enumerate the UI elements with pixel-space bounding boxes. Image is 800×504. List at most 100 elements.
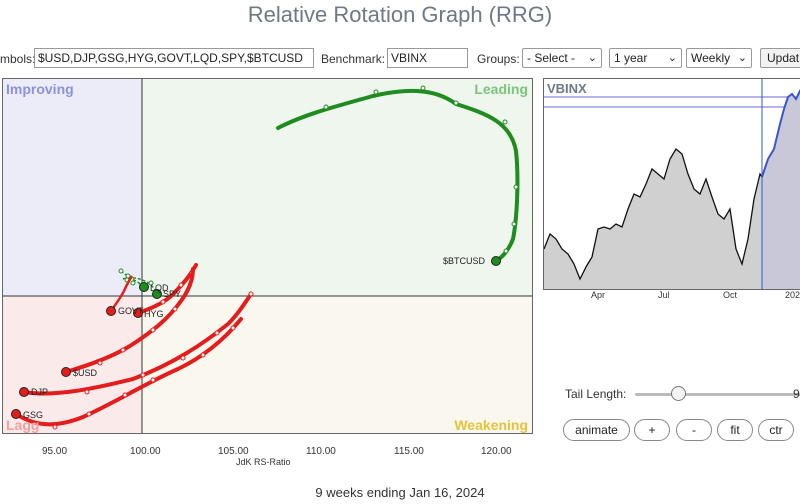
x-tick-label: 100.00: [130, 446, 161, 457]
symbol-head-btcusd: [491, 256, 501, 266]
frequency-select[interactable]: Weekly ⌄: [686, 48, 752, 68]
x-tick-label: 105.00: [218, 446, 249, 457]
tail-point: [513, 184, 519, 190]
tail-point: [150, 377, 156, 383]
symbol-label-hyg: HYG: [144, 309, 164, 319]
tail-usd: [64, 267, 195, 374]
toolbar: mbols: Benchmark: Groups: - Select - ⌄ 1…: [0, 48, 800, 70]
symbol-label-usd: $USD: [73, 368, 98, 378]
period-select[interactable]: 1 year ⌄: [609, 48, 682, 68]
tail-point: [373, 89, 379, 95]
x-tick-label: 115.00: [394, 446, 424, 457]
symbol-head-spy: [152, 289, 162, 299]
symbol-label-gsg: GSG: [23, 410, 43, 420]
quadrant-leading-bg: [142, 79, 532, 296]
rrg-plot[interactable]: $BTCUSD LQD SPY GOVT HYG $USD DJP GSG Im…: [2, 78, 533, 434]
tail-point: [502, 119, 508, 125]
tail-length-slider-track[interactable]: [635, 393, 800, 396]
benchmark-line-past: [544, 148, 763, 281]
groups-select[interactable]: - Select - ⌄: [522, 48, 602, 68]
mini-x-tick-label: 202: [785, 290, 800, 300]
tail-btcusd: [276, 88, 520, 263]
tail-point: [420, 85, 426, 91]
tail-point: [503, 248, 509, 254]
benchmark-chart-canvas: [544, 79, 800, 289]
period-caption: 9 weeks ending Jan 16, 2024: [315, 485, 485, 500]
fit-button[interactable]: fit: [717, 419, 753, 441]
benchmark-input[interactable]: [387, 48, 468, 68]
benchmark-line-recent: [761, 89, 800, 178]
tail-length-value: 9: [793, 387, 800, 401]
tail-point: [160, 299, 166, 305]
symbol-label-lqd: LQD: [150, 283, 169, 293]
period-select-value: 1 year: [614, 51, 648, 65]
symbols-input[interactable]: [34, 48, 314, 68]
benchmark-area-recent: [762, 91, 800, 289]
zoom-in-button[interactable]: +: [634, 419, 670, 441]
tail-point: [180, 355, 186, 361]
groups-label: Groups:: [477, 52, 520, 66]
mini-x-tick-label: Oct: [723, 290, 738, 300]
quadrant-label-lagging: Lagg: [6, 417, 40, 433]
x-tick-label: 120.00: [481, 446, 512, 457]
tail-point: [200, 352, 206, 358]
tail-point: [97, 360, 103, 366]
benchmark-chart-title: VBINX: [547, 81, 587, 96]
symbol-head-usd: [61, 367, 71, 377]
symbol-label-spy: SPY: [163, 289, 181, 299]
benchmark-label: Benchmark:: [321, 52, 386, 66]
tail-point: [150, 327, 156, 333]
tail-gsg: [14, 317, 243, 427]
tail-point: [453, 100, 459, 106]
page-title: Relative Rotation Graph (RRG): [247, 2, 553, 27]
rrg-canvas: $BTCUSD LQD SPY GOVT HYG $USD DJP GSG: [3, 79, 532, 433]
quadrant-label-weakening: Weakening: [454, 417, 528, 433]
symbol-head-lqd: [139, 282, 149, 292]
x-axis-title: JdK RS-Ratio: [236, 457, 291, 467]
tail-point: [230, 325, 236, 331]
tail-point: [248, 291, 254, 297]
quadrant-label-improving: Improving: [6, 81, 74, 97]
tail-point: [125, 273, 131, 279]
tail-point: [118, 268, 124, 274]
tail-point: [511, 221, 517, 227]
symbol-head-hyg: [133, 308, 143, 318]
symbols-label: mbols:: [0, 52, 36, 66]
groups-select-value: - Select -: [527, 51, 576, 65]
zoom-out-button[interactable]: -: [676, 419, 712, 441]
frequency-select-value: Weekly: [691, 51, 731, 65]
quadrant-weakening-bg: [142, 296, 532, 433]
symbol-label-djp: DJP: [31, 387, 48, 397]
tail-point: [122, 392, 128, 398]
symbol-label-govt: GOVT: [118, 306, 144, 316]
mini-x-tick-label: Apr: [591, 290, 606, 300]
tail-point: [323, 104, 329, 110]
tail-length-label: Tail Length:: [565, 387, 627, 401]
update-button[interactable]: Updat: [760, 48, 800, 68]
animate-button[interactable]: animate: [563, 419, 630, 441]
tail-length-slider-thumb[interactable]: [671, 386, 686, 401]
tail-point: [130, 280, 136, 286]
tail-govt: [109, 275, 134, 312]
chevron-down-icon: ⌄: [737, 52, 747, 64]
quadrant-lagging-bg: [3, 296, 142, 433]
chevron-down-icon: ⌄: [667, 52, 677, 64]
quadrant-label-leading: Leading: [474, 81, 528, 97]
symbol-label-btcusd: $BTCUSD: [443, 256, 486, 266]
tail-point: [172, 306, 178, 312]
x-tick-label: 110.00: [306, 446, 336, 457]
tail-point: [214, 330, 220, 336]
tail-point: [148, 280, 154, 286]
tail-point: [120, 347, 126, 353]
symbol-head-gsg: [11, 409, 21, 419]
quadrant-improving-bg: [3, 79, 142, 296]
x-tick-label: 95.00: [42, 446, 68, 457]
tail-djp: [22, 292, 253, 396]
tail-point: [178, 282, 184, 288]
center-button[interactable]: ctr: [758, 419, 794, 441]
chevron-down-icon: ⌄: [587, 52, 597, 64]
tail-point: [52, 424, 58, 430]
tail-point: [140, 372, 146, 378]
benchmark-chart: VBINX: [543, 78, 800, 290]
mini-x-tick-label: Jul: [658, 290, 670, 300]
